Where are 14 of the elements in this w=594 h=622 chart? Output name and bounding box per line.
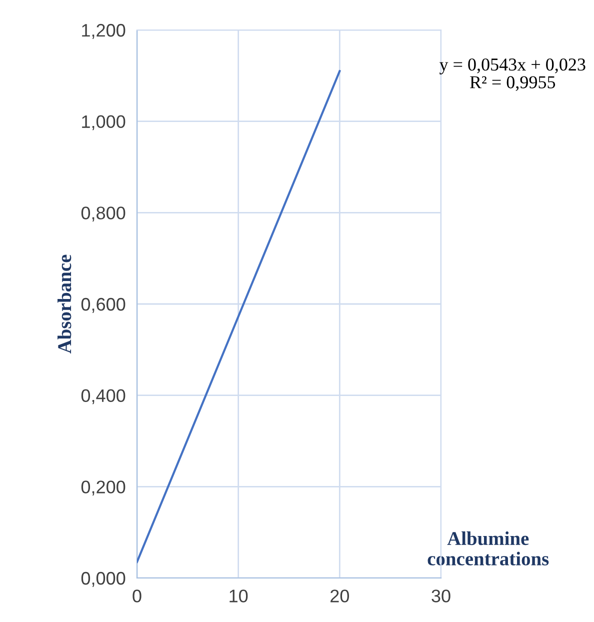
y-tick-label: 0,600 [81, 298, 126, 313]
y-axis-title: Absorbance [58, 254, 72, 354]
y-tick-label: 0,000 [81, 572, 126, 587]
y-tick-label: 1,000 [82, 115, 126, 130]
x-axis-title: Albumine concentrations [428, 531, 549, 566]
x-tick-label: 30 [432, 590, 450, 602]
x-tick-label: 20 [330, 590, 350, 602]
y-tick-label: 0,800 [81, 206, 126, 222]
y-tick-label: 0,200 [81, 480, 126, 496]
x-tick-label: 0 [132, 590, 142, 602]
x-tick-label: 10 [230, 590, 248, 602]
y-tick-label: 0,400 [81, 389, 126, 404]
annotation: y = 0,0543x + 0,023 R² = 0,9955 [439, 58, 586, 91]
y-tick-label: 1,200 [82, 24, 126, 39]
